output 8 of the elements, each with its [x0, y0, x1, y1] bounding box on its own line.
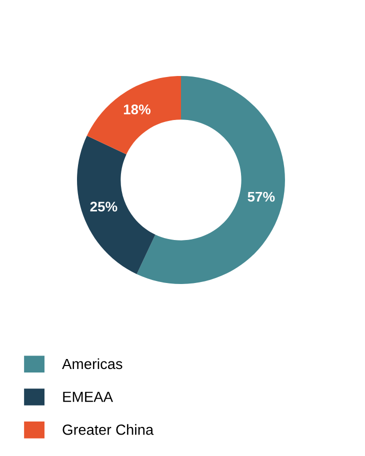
legend-label: Americas: [62, 358, 122, 370]
data-label: 18%: [124, 104, 151, 114]
legend-label: EMEAA: [63, 392, 114, 402]
data-label: 25%: [90, 202, 118, 212]
donut-slice: [77, 136, 156, 274]
legend-label: Greater China: [62, 424, 154, 435]
data-label: 57%: [248, 192, 275, 202]
donut-slice: [86, 76, 181, 154]
